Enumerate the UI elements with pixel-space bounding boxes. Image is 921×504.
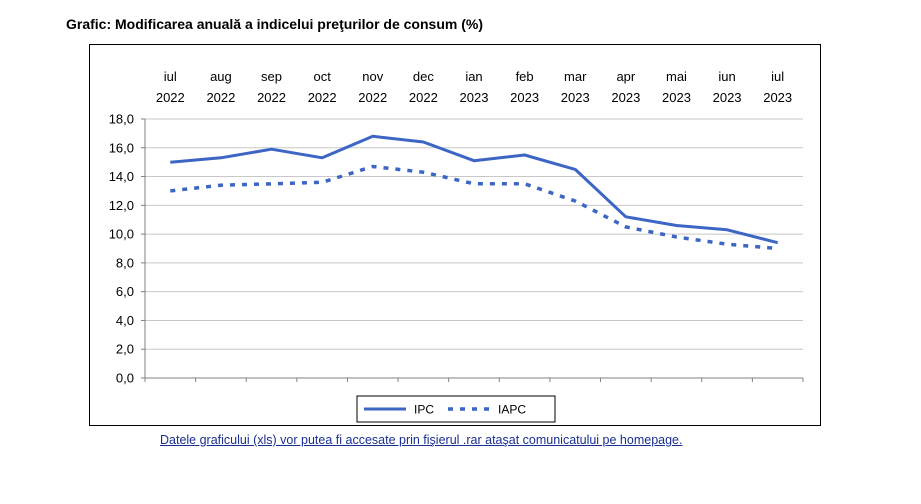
legend-label-iapc: IAPC (498, 403, 526, 417)
series-line-ipc (170, 134, 779, 245)
x-tick-label-year: 2022 (156, 90, 185, 105)
data-download-link[interactable]: Datele graficului (xls) vor putea fi acc… (160, 433, 683, 447)
x-tick-label-month: dec (413, 69, 434, 84)
y-tick-label: 4,0 (116, 313, 134, 328)
y-tick-label: 14,0 (109, 169, 134, 184)
y-tick-labels: 0,0 2,0 4,0 6,0 8,0 10,0 12,0 14,0 16,0 18,0 (109, 112, 134, 386)
x-tick-label-month: ian (465, 69, 482, 84)
axis-layer (141, 118, 804, 382)
x-tick-label-year: 2023 (561, 90, 590, 105)
x-tick-label-month: oct (313, 69, 331, 84)
y-tick-label: 0,0 (116, 371, 134, 386)
x-tick-label-month: iul (164, 69, 177, 84)
x-tick-labels: iul 2022 aug 2022 sep 2022 oct 2022 nov 2022 dec 20… (156, 69, 792, 105)
chart-frame (89, 44, 821, 426)
x-tick-label-year: 2023 (713, 90, 742, 105)
y-tick-label: 12,0 (109, 198, 134, 213)
y-tick-label: 8,0 (116, 255, 134, 270)
x-tick-label-month: aug (210, 69, 232, 84)
x-tick-label-month: apr (616, 69, 635, 84)
x-tick-label-year: 2023 (460, 90, 489, 105)
y-tick-label: 10,0 (109, 227, 134, 242)
x-tick-label-year: 2022 (409, 90, 438, 105)
series-line-iapc (170, 164, 778, 251)
legend-label-ipc: IPC (414, 403, 434, 417)
x-tick-label-year: 2022 (358, 90, 387, 105)
x-tick-label-month: feb (516, 69, 534, 84)
grid-layer (145, 118, 803, 350)
x-tick-label-year: 2023 (611, 90, 640, 105)
x-tick-label-month: mai (666, 69, 687, 84)
x-tick-label-month: iun (718, 69, 735, 84)
x-tick-label-month: sep (261, 69, 282, 84)
x-tick-label-month: mar (564, 69, 587, 84)
y-tick-label: 18,0 (109, 112, 134, 127)
y-tick-label: 16,0 (109, 140, 134, 155)
series-layer (170, 134, 779, 251)
x-tick-label-year: 2023 (510, 90, 539, 105)
y-tick-label: 6,0 (116, 284, 134, 299)
x-tick-label-month: nov (362, 69, 383, 84)
legend: IPC IAPC (356, 395, 556, 423)
chart-title: Grafic: Modificarea anuală a indicelui p… (66, 16, 483, 32)
x-tick-label-year: 2022 (206, 90, 235, 105)
y-tick-label: 2,0 (116, 342, 134, 357)
x-tick-label-year: 2022 (257, 90, 286, 105)
x-tick-label-year: 2023 (763, 90, 792, 105)
x-tick-label-month: iul (771, 69, 784, 84)
x-tick-label-year: 2023 (662, 90, 691, 105)
x-tick-label-year: 2022 (308, 90, 337, 105)
